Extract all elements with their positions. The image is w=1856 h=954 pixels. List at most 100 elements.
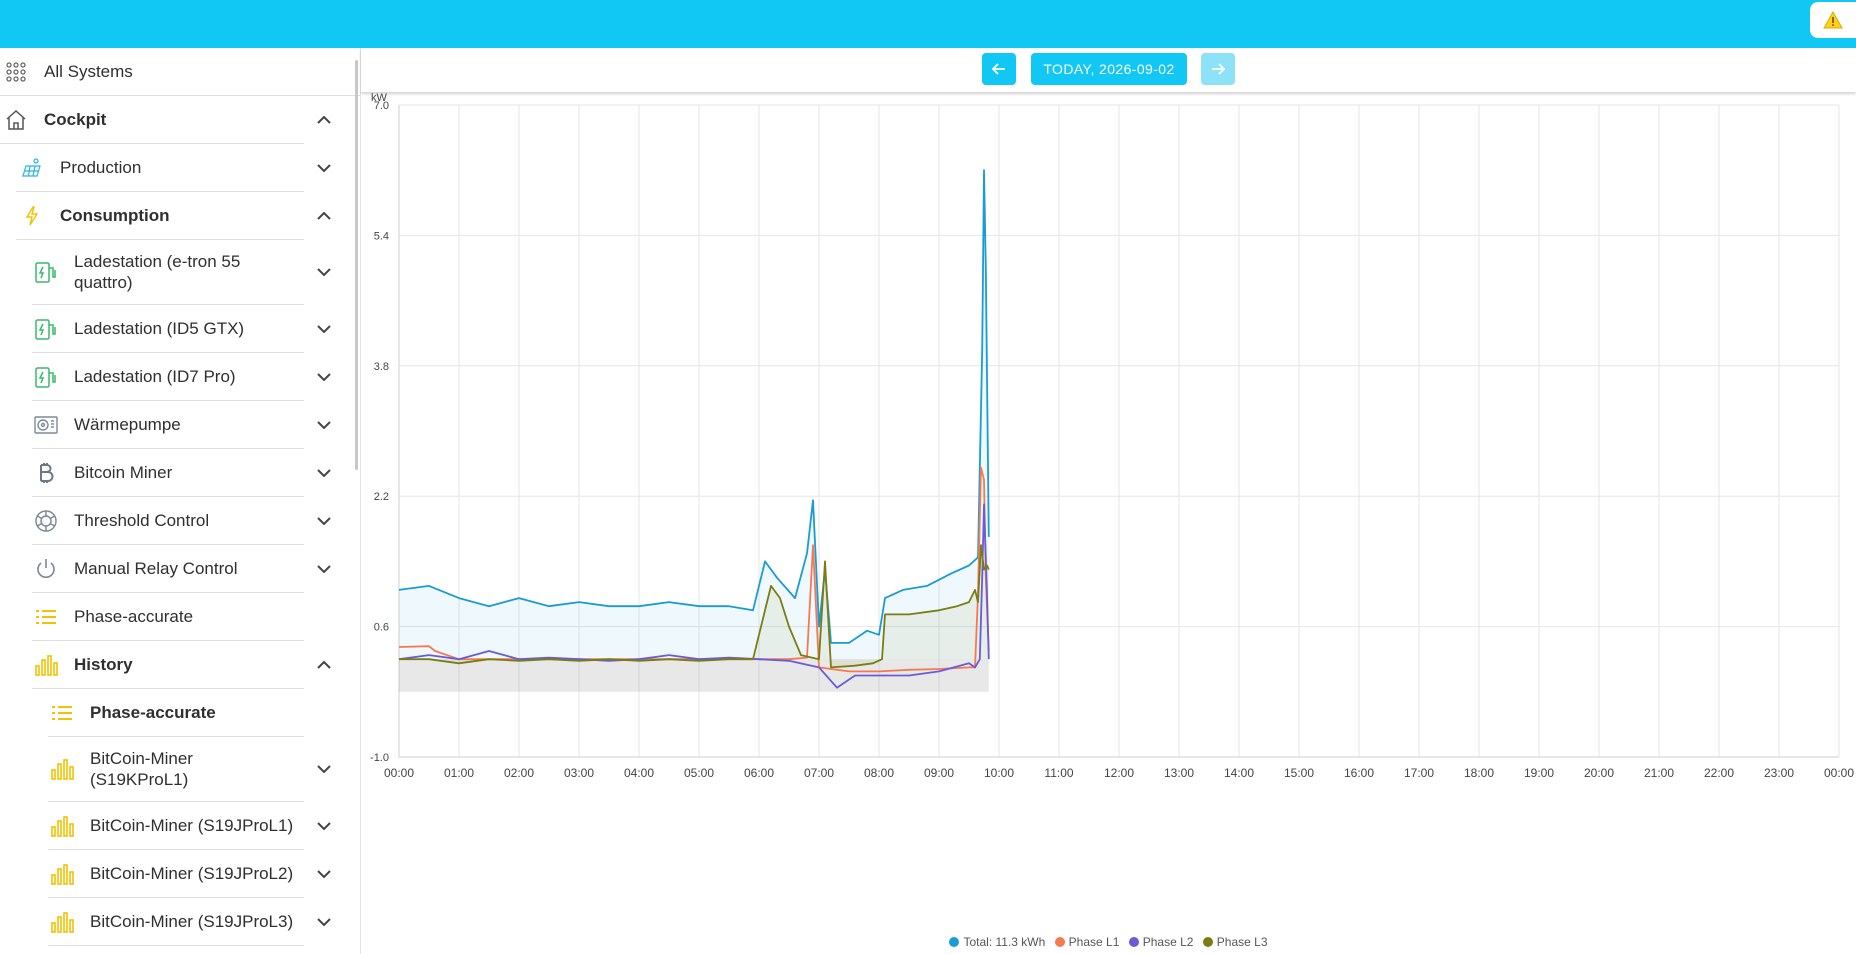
chevron-down-icon[interactable] — [316, 562, 332, 576]
power-icon — [32, 555, 60, 583]
legend-label: Phase L2 — [1142, 935, 1194, 949]
series-area — [399, 170, 989, 660]
production-label: Production — [60, 158, 142, 177]
sidebar-divider — [360, 48, 361, 954]
chevron-down-icon[interactable] — [316, 322, 332, 336]
current-date-button[interactable]: TODAY, 2026-09-02 — [1031, 53, 1187, 85]
sidebar-item-s19jprol2[interactable]: BitCoin-Miner (S19JProL2) — [48, 850, 331, 898]
chevron-down-icon[interactable] — [316, 819, 332, 833]
sidebar-item-label: BitCoin-Miner (S19KProL1) — [90, 749, 193, 789]
y-tick-label: 5.4 — [374, 230, 389, 242]
x-tick-label: 17:00 — [1404, 766, 1434, 780]
y-tick-label: 3.8 — [374, 361, 389, 373]
x-tick-label: 10:00 — [984, 766, 1014, 780]
charging-station-icon — [32, 258, 60, 286]
chevron-down-icon[interactable] — [316, 466, 332, 480]
y-tick-label: 2.2 — [374, 491, 389, 503]
chevron-down-icon[interactable] — [316, 265, 332, 279]
chevron-up-icon[interactable] — [316, 658, 332, 672]
x-tick-label: 20:00 — [1584, 766, 1614, 780]
series-area — [399, 545, 989, 668]
sidebar-item-history-phase-accurate[interactable]: Phase-accurate — [48, 689, 304, 737]
sidebar-item-label: Ladestation (ID7 Pro) — [74, 367, 236, 386]
legend-label: Phase L3 — [1216, 935, 1268, 949]
sidebar-item-production[interactable]: Production — [16, 144, 331, 192]
y-tick-label: 7.0 — [374, 100, 389, 112]
sidebar-item-manual-relay[interactable]: Manual Relay Control — [32, 545, 331, 593]
bar-chart-icon — [48, 755, 76, 783]
x-tick-label: 06:00 — [744, 766, 774, 780]
x-tick-label: 04:00 — [624, 766, 654, 780]
legend-item-l3[interactable]: Phase L3 — [1202, 935, 1268, 949]
sidebar-item-label: Phase-accurate — [90, 703, 216, 722]
legend-swatch — [1128, 937, 1139, 947]
sidebar-item-s19jprol3[interactable]: BitCoin-Miner (S19JProL3) — [48, 898, 331, 946]
legend-item-total[interactable]: Total: 11.3 kWh — [949, 935, 1045, 949]
all-systems-label: All Systems — [44, 62, 133, 81]
sidebar-item-ladestation-id7[interactable]: Ladestation (ID7 Pro) — [32, 353, 331, 401]
sidebar-item-s19jprol1[interactable]: BitCoin-Miner (S19JProL1) — [48, 802, 331, 850]
chevron-down-icon[interactable] — [316, 418, 332, 432]
chevron-down-icon[interactable] — [316, 514, 332, 528]
x-tick-label: 00:00 — [1824, 766, 1854, 780]
date-navigation-bar: TODAY, 2026-09-02 — [361, 48, 1856, 92]
solar-panel-icon — [18, 154, 46, 182]
sidebar-scrollbar[interactable] — [355, 60, 358, 470]
series-line — [398, 503, 990, 689]
sidebar-item-threshold-control[interactable]: Threshold Control — [32, 497, 331, 545]
x-tick-label: 14:00 — [1224, 766, 1254, 780]
bar-chart-icon — [32, 651, 60, 679]
cockpit-label: Cockpit — [44, 110, 107, 129]
chart-svg: 00:00 01:00 02:00 03:00 04:00 05:00 06:00 07:00… — [370, 92, 1854, 780]
sidebar-item-ladestation-id5[interactable]: Ladestation (ID5 GTX) — [32, 305, 331, 353]
sidebar-item-bitcoin-miner[interactable]: Bitcoin Miner — [32, 449, 331, 497]
list-icon — [32, 603, 60, 631]
sidebar-item-label: Threshold Control — [74, 511, 210, 530]
sidebar-item-ladestation-etron[interactable]: Ladestation (e-tron 55 quattro) — [32, 240, 331, 305]
sidebar-item-consumption[interactable]: Consumption — [16, 192, 331, 240]
charging-station-icon — [32, 363, 60, 391]
chevron-down-icon[interactable] — [316, 161, 332, 175]
sidebar-item-label: Manual Relay Control — [74, 559, 238, 578]
sidebar-item-history[interactable]: History — [32, 641, 331, 689]
y-tick-label: -1.0 — [370, 752, 389, 764]
x-tick-label: 08:00 — [864, 766, 894, 780]
chevron-up-icon[interactable] — [316, 113, 332, 127]
x-tick-label: 05:00 — [684, 766, 714, 780]
x-tick-label: 07:00 — [804, 766, 834, 780]
sidebar-item-waermepumpe[interactable]: Wärmepumpe — [32, 401, 331, 449]
chevron-down-icon[interactable] — [316, 915, 332, 929]
sidebar-item-label: BitCoin-Miner (S19JProL3) — [90, 912, 294, 931]
chevron-down-icon[interactable] — [316, 370, 332, 384]
series-line — [398, 466, 990, 673]
sidebar-item-label: Ladestation (ID5 GTX) — [74, 319, 245, 338]
sidebar-item-label: Ladestation (e-tron 55 quattro) — [74, 252, 241, 292]
sidebar-item-all-systems[interactable]: All Systems — [0, 48, 360, 96]
prev-day-button[interactable] — [982, 53, 1016, 85]
x-tick-label: 02:00 — [504, 766, 534, 780]
sidebar: All Systems Cockpit Production Consumpti… — [0, 48, 360, 954]
list-icon — [48, 699, 76, 727]
legend-swatch — [949, 937, 960, 947]
chevron-down-icon[interactable] — [316, 867, 332, 881]
warning-button[interactable] — [1810, 2, 1856, 38]
arrow-right-icon — [1212, 63, 1226, 75]
bar-chart-icon — [48, 908, 76, 936]
legend-item-l2[interactable]: Phase L2 — [1128, 935, 1194, 949]
chevron-down-icon[interactable] — [316, 762, 332, 776]
legend-swatch — [1202, 937, 1213, 947]
series-line — [399, 544, 990, 669]
chevron-up-icon[interactable] — [316, 209, 332, 223]
next-day-button[interactable] — [1201, 53, 1235, 85]
sidebar-item-cockpit[interactable]: Cockpit — [0, 96, 331, 144]
legend-item-l1[interactable]: Phase L1 — [1054, 935, 1120, 949]
history-label: History — [74, 655, 133, 674]
y-axis-unit-label: kW — [371, 92, 388, 104]
legend-label: Phase L1 — [1068, 935, 1120, 949]
sidebar-item-s19kprol1[interactable]: BitCoin-Miner (S19KProL1) — [48, 737, 331, 802]
threshold-icon — [32, 507, 60, 535]
sidebar-item-label: Wärmepumpe — [74, 415, 181, 434]
sidebar-item-phase-accurate[interactable]: Phase-accurate — [32, 593, 304, 641]
x-tick-label: 21:00 — [1644, 766, 1674, 780]
x-tick-label: 19:00 — [1524, 766, 1554, 780]
